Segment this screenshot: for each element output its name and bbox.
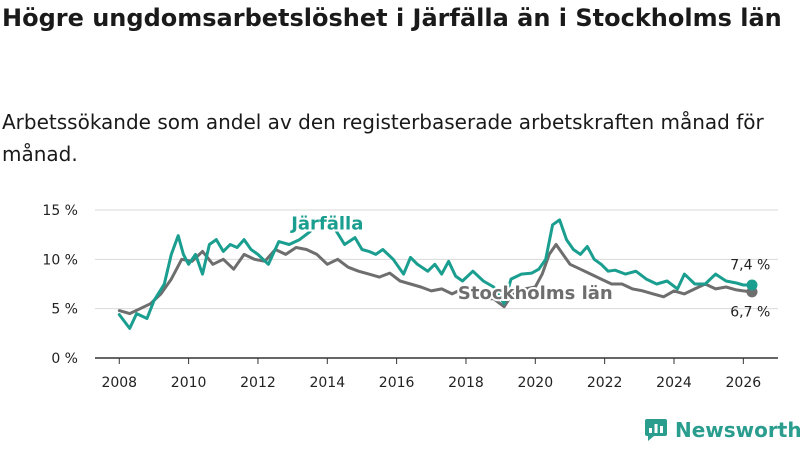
series-lines (117, 217, 758, 330)
chart-title: Högre ungdomsarbetslöshet i Järfälla än … (2, 4, 782, 32)
series-label-stockholm: Stockholms län (458, 283, 613, 304)
x-tick-label: 2016 (379, 375, 415, 391)
x-tick-label: 2010 (171, 375, 207, 391)
x-tick-label: 2008 (101, 375, 137, 391)
end-point-jarfalla (746, 279, 758, 291)
series-label-jarfalla: Järfälla (289, 214, 363, 235)
x-tick-label: 2026 (726, 375, 762, 391)
y-tick-label: 5 % (51, 302, 78, 318)
x-tick-label: 2022 (587, 375, 623, 391)
x-tick-label: 2018 (448, 375, 484, 391)
x-tick-label: 2012 (240, 375, 276, 391)
line-chart: 0 %5 %10 %15 % 2008 2010 2012 2014 2016 2018 2… (42, 203, 778, 391)
brand-name: Newsworthy (675, 418, 800, 442)
series-line-jarfalla (117, 217, 754, 330)
end-label-stockholm: 6,7 % (730, 305, 770, 321)
y-axis-ticks: 0 % 5 % 10 % 15 % (42, 203, 78, 367)
end-label-jarfalla: 7,4 % (730, 258, 770, 274)
series-line-stockholm (117, 243, 754, 316)
y-tick-label: 0 % (51, 351, 78, 367)
newsworthy-logo-icon (645, 419, 667, 441)
x-tick-label: 2020 (517, 375, 553, 391)
x-tick-label: 2014 (309, 375, 345, 391)
y-tick-label: 15 % (42, 203, 78, 219)
chart-subtitle: Arbetssökande som andel av den registerb… (2, 110, 764, 166)
x-axis: 2008 2010 2012 2014 2016 2018 2020 2022 2024 2026 (95, 357, 778, 391)
y-tick-label: 10 % (42, 252, 78, 268)
brand: Newsworthy (644, 418, 800, 442)
series-labels: Järfälla Stockholms län 7,4 % 6,7 % (287, 212, 770, 321)
x-tick-label: 2024 (656, 375, 692, 391)
